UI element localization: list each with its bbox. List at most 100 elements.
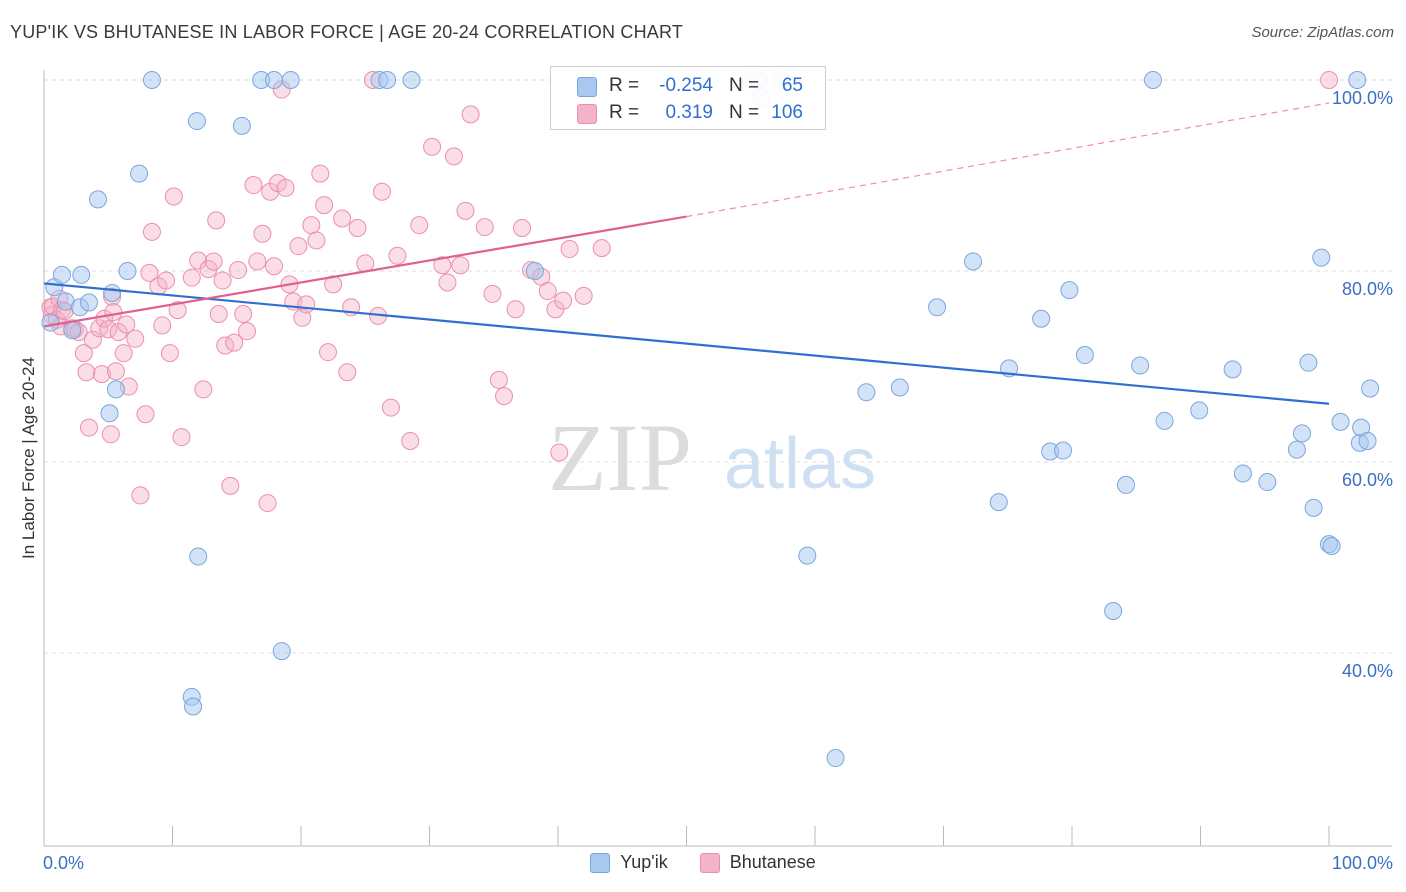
axes [43,70,1392,847]
watermark-atlas: atlas [724,424,876,504]
yupik-point [1075,346,1094,365]
bhutanese-point [207,211,226,230]
bhutanese-swatch [577,104,597,124]
n-label: N = [729,102,760,123]
n-value: 106 [771,102,803,123]
yupik-point [187,112,206,131]
bhutanese-point [194,380,213,399]
bhutanese-point [401,431,420,450]
bhutanese-point [381,398,400,417]
bhutanese-point [221,476,240,495]
legend-item-yupik[interactable]: Yup'ik [590,852,668,873]
yupik-point [1155,411,1174,430]
bhutanese-point [99,320,118,339]
bhutanese-point [461,105,480,124]
yupik-point [63,321,82,340]
bhutanese-point [495,387,514,406]
bhutanese-point [172,428,191,447]
yupik-point [857,383,876,402]
yupik-point [118,262,137,280]
yupik-point [72,265,91,284]
bhutanese-point [114,344,133,363]
y-tick-label: 60.0% [1342,470,1393,490]
bhutanese-point [438,273,457,292]
bhutanese-point [297,295,316,314]
yupik-point [232,116,251,135]
bhutanese-point [560,240,579,259]
tick-labels: 40.0% 60.0% 80.0% 100.0% 0.0% 100.0% [43,88,1393,873]
bhutanese-point [433,256,452,275]
bhutanese-point [456,201,475,220]
bhutanese-point [225,333,244,352]
bhutanese-point [209,304,228,323]
bhutanese-point [1320,71,1338,89]
source-label: Source: ZipAtlas.com [1251,24,1394,41]
bhutanese-point [265,257,284,276]
bhutanese-point [104,303,123,322]
yupik-point [1312,248,1331,267]
yupik-point [1190,401,1209,420]
bhutanese-point [126,329,145,348]
n-label: N = [729,75,760,96]
r-label: R = [609,75,640,96]
bhutanese-point [388,246,407,265]
bhutanese-point [74,344,93,363]
yupik-point [88,190,107,209]
bhutanese-point [157,271,176,290]
watermark: ZIP atlas [548,404,876,511]
bhutanese-point [276,178,295,197]
yupik-point [1358,431,1377,450]
bhutanese-point [451,256,470,275]
bhutanese-point [168,301,187,320]
bhutanese-point [213,271,232,290]
bhutanese-point [90,319,109,338]
legend-item-bhutanese[interactable]: Bhutanese [699,852,816,873]
bhutanese-point [248,252,267,271]
bhutanese-point [253,224,272,243]
yupik-point [1293,424,1312,443]
yupik-point [265,71,284,89]
yupik-point [378,71,397,89]
yupik-point [272,642,291,661]
y-tick-label: 80.0% [1342,279,1393,299]
yupik-point [130,164,149,183]
bhutanese-point [506,300,525,319]
legend-label: Yup'ik [620,852,668,872]
bhutanese-point [106,362,125,381]
bhutanese-trend-line [43,215,687,328]
r-value: -0.254 [659,75,713,96]
r-label: R = [609,102,640,123]
bhutanese-point [513,219,532,238]
bhutanese-point [77,363,96,382]
bhutanese-point [574,286,593,305]
yupik-point [525,262,544,280]
yupik-point [1304,498,1323,517]
bhutanese-point [550,443,569,462]
yupik-point [1361,379,1380,398]
n-value: 65 [781,75,803,96]
yupik-point [1116,475,1135,494]
yupik-point [928,298,947,317]
bhutanese-point [311,164,330,183]
bhutanese-point [182,268,201,287]
bhutanese-trend-extension [686,102,1330,218]
yupik-point [1299,353,1318,372]
yupik-point [1233,464,1252,483]
yupik-point [52,265,71,284]
yupik-point [1054,441,1073,460]
stats-row-bhutanese: R = 0.319 N = 106 [551,100,825,128]
yupik-point [189,547,208,566]
y-axis-label: In Labor Force | Age 20-24 [19,357,38,559]
y-tick-label: 40.0% [1342,661,1393,681]
bhutanese-point [229,261,248,280]
stats-box: R = -0.254 N = 65 R = 0.319 N = 106 [550,66,826,130]
yupik-point [798,546,817,565]
bhutanese-point [164,187,183,206]
bhutanese-point [131,486,150,505]
bhutanese-point [338,363,357,382]
bhutanese-point [160,344,179,363]
bhutanese-point [489,370,508,389]
trend-lines [43,102,1330,405]
yupik-point [1104,601,1123,620]
bhutanese-point [101,425,120,444]
